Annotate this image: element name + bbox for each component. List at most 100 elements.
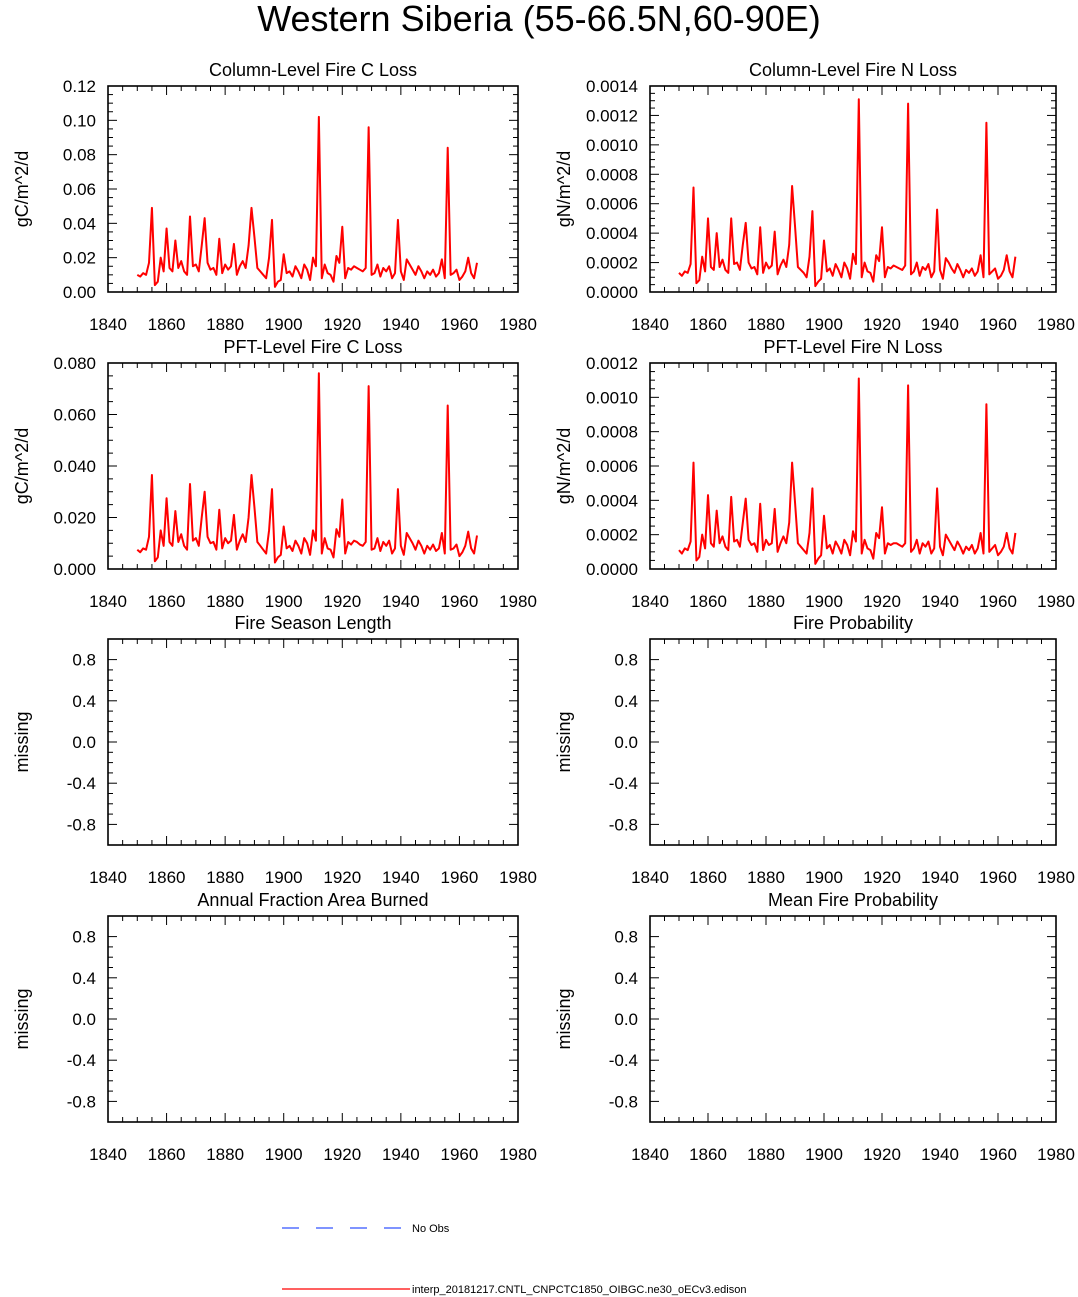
y-tick-label: 0.0008 <box>586 423 638 442</box>
x-tick-label: 1920 <box>323 315 361 334</box>
x-tick-label: 1900 <box>805 1145 843 1164</box>
y-tick-label: -0.4 <box>609 774 638 793</box>
y-tick-label: 0.4 <box>72 692 96 711</box>
x-tick-label: 1860 <box>689 315 727 334</box>
x-tick-label: 1900 <box>805 315 843 334</box>
x-tick-label: 1940 <box>921 592 959 611</box>
y-tick-label: -0.4 <box>67 774 96 793</box>
y-tick-label: 0.00 <box>63 283 96 302</box>
x-tick-label: 1960 <box>979 315 1017 334</box>
y-tick-label: -0.8 <box>609 815 638 834</box>
series-line <box>678 98 1017 288</box>
panel-5: Fire Season Length missing 1840 1860 1880 190… <box>12 613 537 887</box>
y-tick-label: -0.4 <box>609 1051 638 1070</box>
x-tick-label: 1880 <box>747 1145 785 1164</box>
y-tick-label: 0.020 <box>53 509 96 528</box>
y-tick-label: 0.000 <box>53 560 96 579</box>
x-tick-label: 1980 <box>1037 868 1075 887</box>
legend-model-run-label: interp_20181217.CNTL_CNPCTC1850_OIBGC.ne… <box>412 1284 746 1296</box>
y-tick-label: 0.0 <box>72 1010 96 1029</box>
x-tick-label: 1960 <box>979 1145 1017 1164</box>
y-tick-label: 0.0008 <box>586 165 638 184</box>
series-line <box>678 377 1017 565</box>
x-tick-label: 1920 <box>323 592 361 611</box>
plot-frame <box>107 85 519 293</box>
panel-title: Column-Level Fire C Loss <box>209 60 417 80</box>
x-tick-label: 1860 <box>689 1145 727 1164</box>
panel-title: Annual Fraction Area Burned <box>197 890 428 910</box>
x-tick-label: 1960 <box>441 868 479 887</box>
y-tick-label: 0.0 <box>614 733 638 752</box>
x-tick-label: 1980 <box>499 868 537 887</box>
panel-title: Column-Level Fire N Loss <box>749 60 957 80</box>
x-tick-label: 1900 <box>265 868 303 887</box>
y-axis-label: gN/m^2/d <box>554 428 574 504</box>
y-tick-label: -0.8 <box>67 1092 96 1111</box>
y-tick-label: 0.0012 <box>586 106 638 125</box>
y-tick-label: 0.040 <box>53 457 96 476</box>
y-tick-label: 0.080 <box>53 354 96 373</box>
x-tick-label: 1840 <box>89 1145 127 1164</box>
y-tick-label: 0.0010 <box>586 388 638 407</box>
y-tick-label: 0.4 <box>614 692 638 711</box>
x-tick-label: 1840 <box>631 868 669 887</box>
legend-no-obs-label: No Obs <box>412 1223 450 1235</box>
y-tick-label: -0.8 <box>609 1092 638 1111</box>
x-tick-label: 1980 <box>1037 592 1075 611</box>
x-tick-label: 1840 <box>89 592 127 611</box>
y-axis-label: gC/m^2/d <box>12 151 32 227</box>
y-tick-label: 0.0 <box>72 733 96 752</box>
x-tick-label: 1980 <box>499 315 537 334</box>
legend-no-obs: No Obs <box>282 1223 450 1235</box>
panel-title: PFT-Level Fire C Loss <box>223 337 402 357</box>
panel-8: Mean Fire Probability missing 1840 1860 1880… <box>554 890 1075 1164</box>
x-tick-label: 1920 <box>323 868 361 887</box>
x-tick-label: 1860 <box>148 868 186 887</box>
y-tick-label: 0.08 <box>63 146 96 165</box>
x-tick-label: 1920 <box>863 592 901 611</box>
y-tick-label: 0.0 <box>614 1010 638 1029</box>
x-tick-label: 1900 <box>265 315 303 334</box>
y-tick-label: 0.4 <box>614 969 638 988</box>
series-line <box>136 115 478 288</box>
y-tick-label: 0.10 <box>63 111 96 130</box>
y-tick-label: 0.06 <box>63 180 96 199</box>
y-tick-label: 0.8 <box>614 928 638 947</box>
y-tick-label: 0.0000 <box>586 560 638 579</box>
y-tick-label: 0.0006 <box>586 457 638 476</box>
legend-model-run: interp_20181217.CNTL_CNPCTC1850_OIBGC.ne… <box>282 1284 746 1296</box>
x-tick-label: 1840 <box>89 315 127 334</box>
x-tick-label: 1840 <box>631 592 669 611</box>
y-tick-label: 0.0010 <box>586 136 638 155</box>
x-tick-label: 1980 <box>499 1145 537 1164</box>
x-tick-label: 1920 <box>863 868 901 887</box>
x-tick-label: 1900 <box>265 1145 303 1164</box>
y-tick-label: 0.8 <box>72 928 96 947</box>
panel-1: Column-Level Fire C Loss gC/m^2/d 1840 1860… <box>12 60 537 334</box>
panel-title: PFT-Level Fire N Loss <box>763 337 942 357</box>
series-line <box>136 372 478 564</box>
y-axis-label: missing <box>12 711 32 772</box>
x-tick-label: 1960 <box>979 592 1017 611</box>
plot-frame <box>107 362 519 570</box>
plot-frame <box>649 638 1057 846</box>
x-tick-label: 1880 <box>747 592 785 611</box>
panel-7: Annual Fraction Area Burned missing 1840 18… <box>12 890 537 1164</box>
y-axis-label: missing <box>554 711 574 772</box>
y-tick-label: 0.0006 <box>586 195 638 214</box>
y-tick-label: 0.02 <box>63 249 96 268</box>
x-tick-label: 1980 <box>1037 315 1075 334</box>
panel-6: Fire Probability missing 1840 1860 1880 1900 1… <box>554 613 1075 887</box>
y-tick-label: 0.12 <box>63 77 96 96</box>
y-tick-label: 0.0012 <box>586 354 638 373</box>
x-tick-label: 1960 <box>441 592 479 611</box>
x-tick-label: 1880 <box>747 315 785 334</box>
x-tick-label: 1860 <box>148 1145 186 1164</box>
x-tick-label: 1980 <box>1037 1145 1075 1164</box>
x-tick-label: 1940 <box>921 868 959 887</box>
y-axis-label: gN/m^2/d <box>554 151 574 227</box>
x-tick-label: 1940 <box>921 315 959 334</box>
x-tick-label: 1840 <box>89 868 127 887</box>
y-tick-label: 0.0002 <box>586 526 638 545</box>
